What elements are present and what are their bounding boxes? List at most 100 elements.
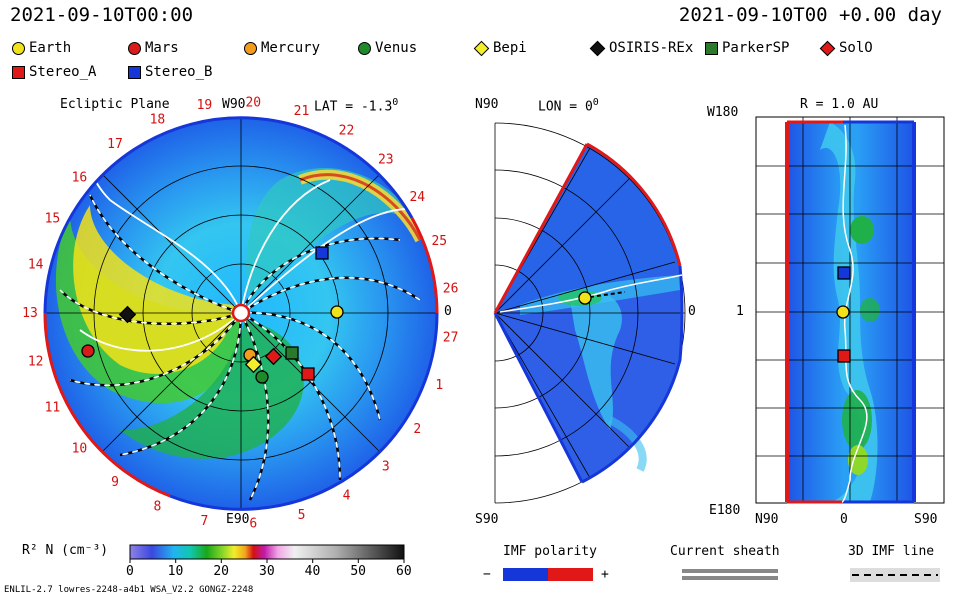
legend-label: SolO [839,40,873,56]
imf-polarity-title: IMF polarity [503,544,597,559]
w180-label: W180 [707,105,739,120]
colorbar-tick-0: 0 [126,564,134,579]
imf-line-title: 3D IMF line [848,544,935,559]
legend-item-solo: SolO [819,40,873,56]
osiris-marker [118,305,137,324]
rim-number-21: 21 [294,104,310,119]
current-sheath-bar-2 [682,576,778,580]
right-date: 2021-09-10T00 +0.00 day [678,4,942,26]
radial-stereo-a-marker [837,349,851,363]
rim-number-27: 27 [443,331,459,346]
left-date: 2021-09-10T00:00 [10,4,194,26]
ecliptic-title: Ecliptic Plane [60,97,170,112]
meridional-0-label: 0 [688,304,696,319]
imf-plus-label: + [601,567,609,582]
r-label: R = 1.0 AU [800,97,879,112]
ecliptic-number-labels: 19 20212223242526271234567891011121314151… [22,95,458,531]
rim-number-6: 6 [249,517,257,532]
imf-minus-label: − [483,567,491,582]
legend-item-parkersp: ParkerSP [705,40,789,56]
rim-number-25: 25 [431,234,447,249]
rim-number-14: 14 [28,257,44,272]
rim-number-11: 11 [45,401,61,416]
rim-number-19: 19 [197,98,213,113]
ecliptic-bodies [81,246,344,384]
legend-symbol [12,41,25,55]
colorbar [129,544,405,560]
parker-marker [285,346,299,360]
rim-number-23: 23 [378,153,394,168]
earth-marker [330,305,344,319]
w90-label: W90 [222,97,246,112]
colorbar-tick-10: 10 [167,564,184,579]
solo-marker [264,347,283,366]
legend-item-stereo-a: Stereo_A [12,64,96,80]
rim-number-12: 12 [28,355,44,370]
rim-number-22: 22 [339,123,355,138]
mars-marker [81,344,95,358]
rim-number-3: 3 [382,460,390,475]
n90-x-label: N90 [755,512,779,527]
rim-number-10: 10 [72,442,88,457]
legend-label: Stereo_B [145,64,213,80]
legend-item-bepi: Bepi [473,40,527,56]
rim-number-2: 2 [413,422,421,437]
e90-label: E90 [226,512,250,527]
rim-number-1: 1 [435,378,443,393]
stereo-b-marker [315,246,329,260]
legend-label: ParkerSP [722,40,790,56]
legend-symbol [705,41,718,55]
stereo-a-marker [301,367,315,381]
sun-marker [231,303,251,323]
legend-item-stereo-b: Stereo_B [128,64,212,80]
n90-label: N90 [475,97,499,112]
meridional-earth-marker [578,291,592,305]
colorbar-tick-50: 50 [350,564,366,579]
legend-symbol [358,41,371,55]
rim-number-5: 5 [298,508,306,523]
rim-number-7: 7 [200,514,208,529]
imf-polarity-negative [503,568,548,581]
legend-symbol [12,65,25,79]
rim-number-16: 16 [72,170,88,185]
legend-label: Mercury [261,40,321,56]
legend-item-venus: Venus [358,40,417,56]
lat-label: LAT = -1.30 [314,97,399,115]
legend-label: Stereo_A [29,64,97,80]
rim-number-15: 15 [45,211,61,226]
rim-number-17: 17 [107,137,123,152]
colorbar-tick-20: 20 [213,564,229,579]
radial-stereo-b-marker [837,266,851,280]
radial-mid-label: 1 [736,304,744,319]
legend-item-osiris-rex: OSIRIS-REx [589,40,693,56]
colorbar-tick-40: 40 [304,564,321,579]
radial-plot [755,116,945,504]
current-sheath-bar-1 [682,569,778,573]
s90-x-label: S90 [914,512,938,527]
legend-label: Earth [29,40,72,56]
colorbar-label: R² N (cm⁻³) [22,543,109,558]
ecliptic-0-label: 0 [444,304,452,319]
legend-symbol [128,65,141,79]
e180-label: E180 [709,503,741,518]
rim-number-13: 13 [22,306,38,321]
legend-label: Bepi [493,40,527,56]
legend-symbol [128,41,141,55]
rim-number-18: 18 [150,112,166,127]
colorbar-tick-60: 60 [396,564,412,579]
legend-symbol [244,41,257,55]
legend-label: Mars [145,40,179,56]
current-sheath-title: Current sheath [670,544,780,559]
rim-number-26: 26 [443,282,459,297]
rim-number-4: 4 [343,489,351,504]
lon-label: LON = 00 [538,97,599,115]
legend-item-earth: Earth [12,40,71,56]
rim-number-20: 20 [245,95,261,110]
rim-number-9: 9 [111,475,119,490]
legend-label: Venus [375,40,418,56]
venus-marker [255,370,269,384]
radial-earth-marker [836,305,850,319]
rim-number-24: 24 [409,190,425,205]
legend-item-mars: Mars [128,40,179,56]
